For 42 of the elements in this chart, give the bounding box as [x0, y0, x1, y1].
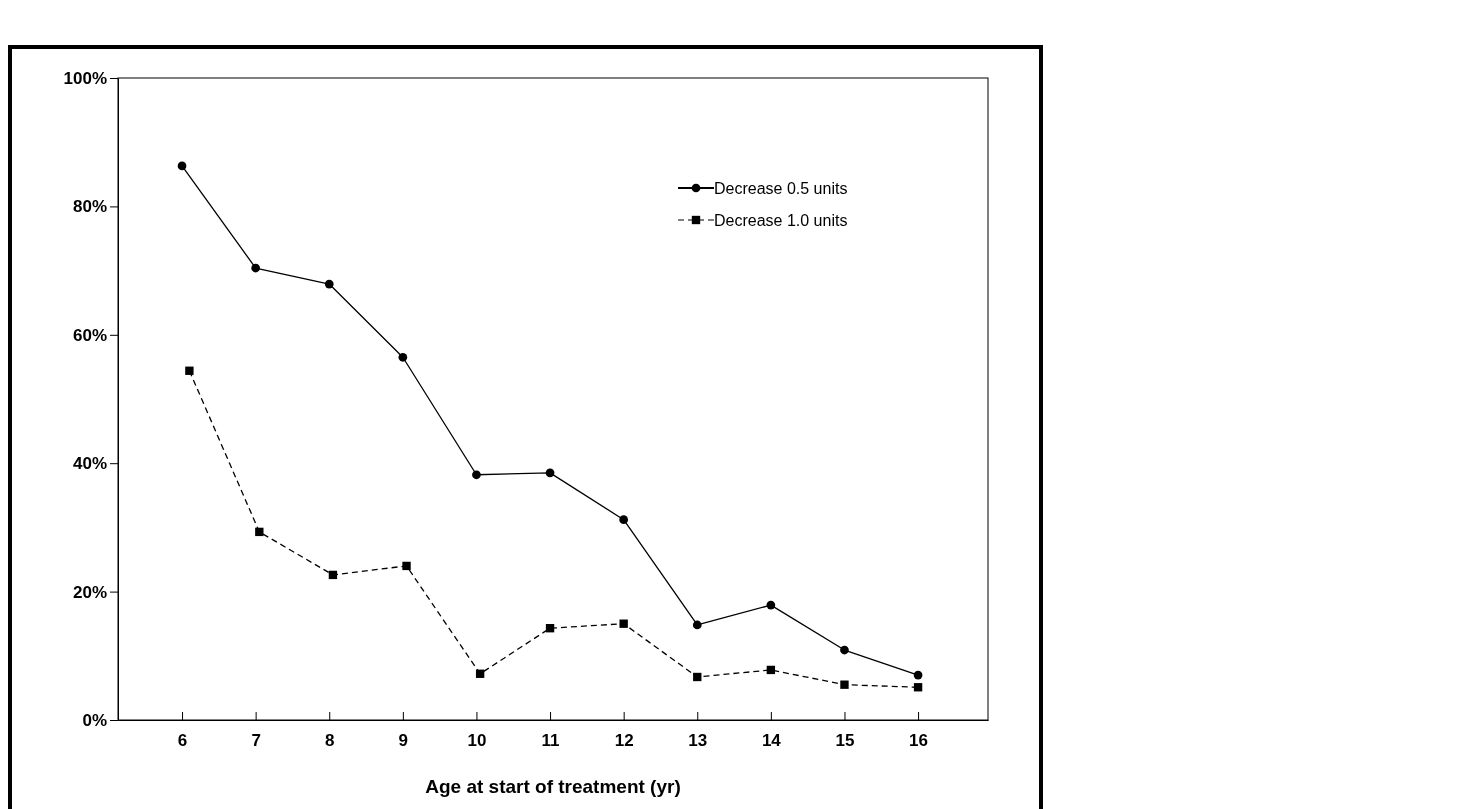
x-tick-label: 6: [177, 731, 188, 751]
point: [766, 600, 776, 610]
point: [840, 680, 849, 689]
x-tick-label: 13: [688, 731, 708, 751]
y-tick-label: 60%: [72, 325, 107, 345]
x-tick-label: 11: [541, 731, 560, 751]
point: [177, 161, 187, 171]
point: [402, 561, 411, 571]
point: [475, 669, 485, 678]
point: [692, 620, 702, 630]
x-tick-label: 12: [614, 731, 634, 751]
x-tick-label: 15: [835, 731, 855, 751]
point: [766, 665, 776, 675]
y-tick-label: 20%: [72, 582, 107, 602]
point: [398, 352, 408, 362]
point: [255, 527, 264, 537]
point: [472, 470, 481, 480]
point: [913, 683, 923, 692]
point: [324, 279, 334, 289]
x-tick-label: 14: [761, 731, 782, 751]
legend-label: Decrease 1.0 units: [714, 212, 848, 229]
point: [328, 570, 338, 580]
x-tick-label: 16: [909, 731, 929, 751]
point: [619, 619, 628, 628]
point: [185, 366, 194, 375]
x-tick-label: 9: [398, 731, 409, 751]
x-tick-label: 10: [467, 731, 487, 751]
x-axis-title: Age at start of treatment (yr): [425, 776, 681, 797]
y-tick-label: 0%: [82, 710, 107, 730]
point: [913, 670, 923, 680]
point: [545, 624, 555, 633]
point: [251, 263, 261, 273]
point: [840, 645, 849, 655]
point: [545, 468, 555, 478]
x-tick-label: 7: [251, 731, 261, 751]
y-tick-label: 40%: [72, 454, 107, 474]
point: [619, 515, 629, 525]
y-tick-label: 100%: [63, 68, 107, 88]
legend-label: Decrease 0.5 units: [714, 180, 848, 197]
point: [693, 672, 702, 682]
y-tick-label: 80%: [72, 197, 107, 217]
x-tick-label: 8: [325, 731, 335, 751]
